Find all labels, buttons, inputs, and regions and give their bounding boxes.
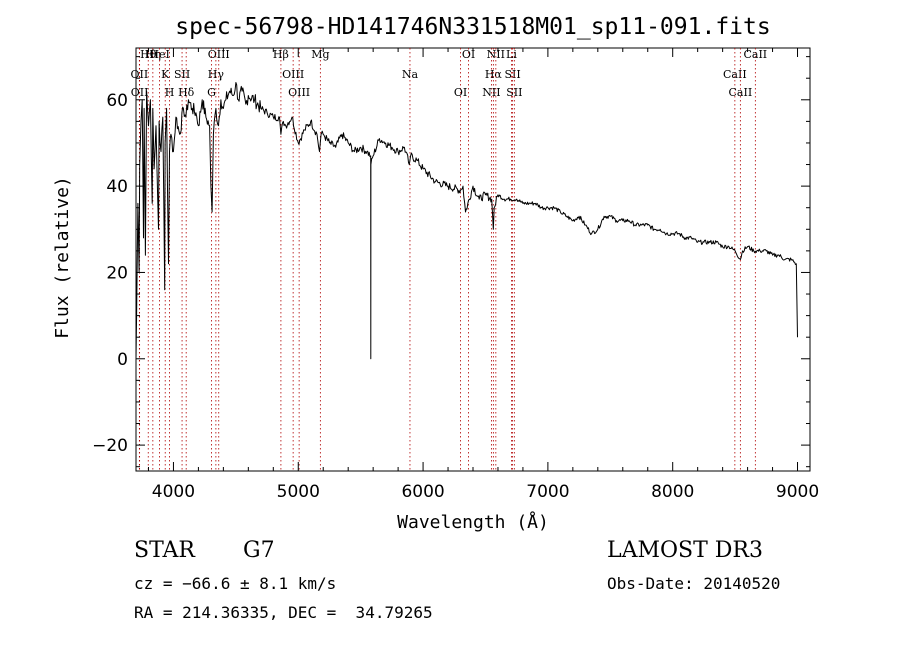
plot-frame (135, 47, 811, 472)
line-marker-label: Mg (311, 48, 329, 61)
line-marker-label: NII (482, 86, 500, 99)
x-tick-label: 7000 (526, 482, 569, 502)
line-marker-label: CaII (723, 68, 747, 81)
line-marker-label: OII (131, 86, 149, 99)
y-tick-label: 0 (117, 350, 128, 370)
line-marker-label: Hδ (178, 86, 195, 99)
redshift-velocity: cz = −66.6 ± 8.1 km/s (134, 574, 337, 593)
line-marker-label: Hγ (208, 68, 225, 81)
line-marker-label: OII (131, 68, 149, 81)
y-axis-label: Flux (relative) (52, 176, 73, 339)
chart-title: spec-56798-HD141746N331518M01_sp11-091.f… (175, 14, 770, 40)
line-marker-label: OI (462, 48, 475, 61)
line-marker-label: H (165, 86, 175, 99)
x-axis-label: Wavelength (Å) (397, 511, 549, 533)
line-marker-label: Hβ (273, 48, 289, 61)
line-marker-label: Hα (485, 68, 503, 81)
line-marker-label: Na (402, 68, 419, 81)
line-marker-label: OIII (282, 68, 304, 81)
object-class: STAR (134, 538, 195, 563)
x-tick-label: 8000 (651, 482, 694, 502)
y-tick-label: −20 (92, 436, 128, 456)
line-marker-label: K (161, 68, 170, 81)
survey-name: LAMOST DR3 (607, 538, 763, 563)
x-tick-label: 5000 (277, 482, 320, 502)
y-tick-label: 60 (106, 91, 128, 111)
line-marker-label: G (207, 86, 216, 99)
y-tick-label: 40 (106, 177, 128, 197)
line-marker-label: OIII (208, 48, 230, 61)
line-marker-label: SII (504, 68, 520, 81)
line-marker-label: Li (506, 48, 517, 61)
spectral-subclass: G7 (243, 538, 275, 563)
line-marker-label: OI (454, 86, 467, 99)
observation-date: Obs-Date: 20140520 (607, 574, 781, 593)
line-marker-label: NII (487, 48, 505, 61)
line-marker-label: OIII (288, 86, 310, 99)
line-marker-label: HeI (149, 48, 169, 61)
x-tick-label: 9000 (776, 482, 819, 502)
x-tick-label: 4000 (152, 482, 195, 502)
line-marker-label: CaII (729, 86, 753, 99)
spectrum-line (135, 82, 798, 360)
line-marker-label: SII (174, 68, 190, 81)
line-marker-label: CaII (743, 48, 767, 61)
sky-coordinates: RA = 214.36335, DEC = 34.79265 (134, 603, 433, 622)
line-marker-label: Hθ (140, 48, 157, 61)
y-tick-label: 20 (106, 263, 128, 283)
x-tick-label: 6000 (401, 482, 444, 502)
line-marker-label: SII (506, 86, 522, 99)
